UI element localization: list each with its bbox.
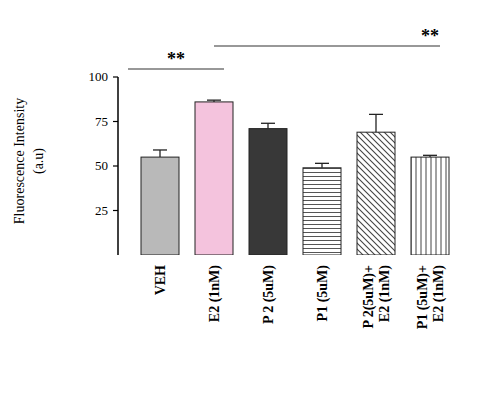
chart: 25 50 75 100 Fluorescence Intensity (a.u) VEH E…: [0, 0, 500, 397]
error-bar-cap: [153, 149, 167, 150]
x-tick-label-line: E2 (1nM): [207, 265, 223, 323]
x-tick-label: P 2 (5uM): [261, 265, 277, 324]
significance-line: [214, 45, 440, 46]
error-bar-cap: [207, 99, 221, 100]
y-tick: [113, 165, 118, 166]
x-tick-label-line: E2 (1nM): [431, 265, 447, 323]
x-tick-label-line: P1 (5uM): [315, 265, 331, 322]
x-tick-label: P1 (5uM)+E2 (1nM): [415, 265, 447, 330]
error-bar-cap: [315, 163, 329, 164]
error-bar-stem: [159, 150, 160, 157]
bar: [195, 102, 233, 255]
significance-label: **: [167, 49, 185, 69]
y-axis-label: Fluorescence Intensity (a.u): [12, 98, 47, 224]
x-tick-label: P 2(5uM)+E2 (1nM): [361, 265, 393, 329]
x-tick-label-line: VEH: [153, 265, 168, 295]
error-bar-cap: [423, 155, 437, 156]
y-tick-label: 50: [95, 158, 108, 173]
y-tick-label: 25: [95, 203, 108, 218]
error-bar-stem: [375, 114, 376, 132]
y-tick: [113, 210, 118, 211]
bar: [411, 157, 449, 255]
error-bar-stem: [267, 123, 268, 128]
x-tick-label: E2 (1nM): [207, 265, 223, 323]
error-bar-stem: [321, 163, 322, 167]
significance-label: **: [421, 26, 439, 46]
y-axis-label-line: (a.u): [31, 148, 47, 174]
error-bar: [315, 163, 329, 167]
x-tick-label-line: P 2(5uM)+: [361, 265, 377, 329]
error-bar-cap: [369, 114, 383, 115]
error-bar: [261, 123, 275, 128]
x-tick-label-line: E2 (1nM): [377, 265, 393, 323]
error-bar: [153, 150, 167, 157]
error-bar-cap: [261, 123, 275, 124]
x-tick-label: P1 (5uM): [315, 265, 331, 322]
bar: [357, 132, 395, 255]
y-tick: [113, 121, 118, 122]
bars: [141, 100, 449, 255]
error-bar: [369, 114, 383, 132]
y-tick-label: 75: [95, 114, 108, 129]
bar: [141, 157, 179, 255]
bar: [303, 168, 341, 255]
x-tick-label-line: P 2 (5uM): [261, 265, 277, 324]
bar: [249, 129, 287, 255]
x-tick-label-line: P1 (5uM)+: [415, 265, 431, 329]
error-bar: [423, 155, 437, 157]
y-axis-label-line: Fluorescence Intensity: [12, 98, 27, 224]
x-tick-label: VEH: [153, 265, 168, 295]
error-bar: [207, 100, 221, 102]
y-tick-label: 100: [89, 69, 109, 84]
y-tick: [113, 76, 118, 77]
